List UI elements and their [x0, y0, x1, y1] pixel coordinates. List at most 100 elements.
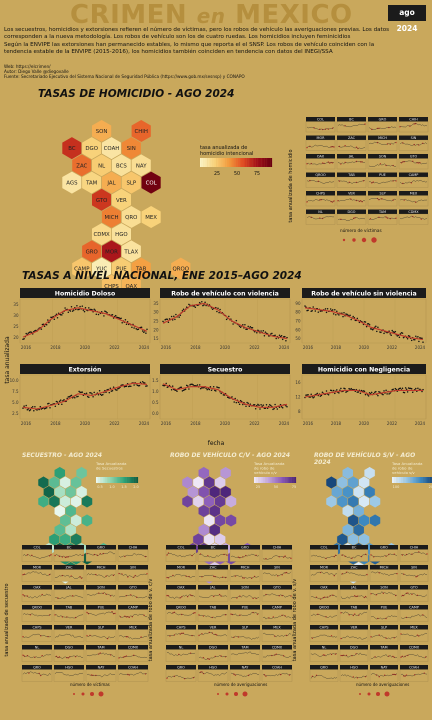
panel-label: CHPS — [32, 626, 41, 630]
panel-label: SLP — [98, 626, 104, 630]
panel-point — [335, 313, 337, 316]
panel-label: QRO — [177, 666, 185, 670]
panel-point — [120, 317, 122, 320]
intro-line-2: corresponden a la nueva metodología. Los… — [4, 34, 351, 41]
panel-point — [100, 394, 103, 396]
panel-point — [314, 310, 317, 312]
robo-sv-map-title: ROBO DE VEHÍCULO S/V - AGO 2024 — [314, 452, 416, 466]
panel-point — [79, 305, 81, 308]
panel-label: CHIH — [409, 118, 418, 122]
panel-point — [210, 389, 213, 391]
panel-label: GTO — [410, 155, 418, 159]
state-label-bcs: BCS — [116, 163, 127, 169]
panel-point — [212, 386, 215, 388]
state-label-gro: GRO — [86, 249, 98, 255]
panel-line — [198, 614, 228, 619]
panel-label: HGO — [65, 666, 73, 670]
legend-swatch — [284, 477, 287, 483]
panel-point — [417, 387, 419, 390]
panel-line — [198, 574, 228, 579]
panel-bg — [309, 629, 339, 642]
legend-title: Tasa Anualizada — [253, 461, 284, 466]
panel-line — [400, 633, 428, 637]
panel-strip — [166, 645, 196, 650]
panel-point — [67, 396, 70, 398]
panel-point — [261, 405, 263, 407]
legend-swatch — [257, 158, 260, 167]
panel-strip — [262, 545, 292, 550]
legend-swatch — [255, 477, 257, 483]
panel-xtick: 2020 — [80, 345, 91, 350]
panel-point — [286, 406, 288, 408]
panel-point — [175, 313, 177, 316]
legend-swatch — [425, 477, 428, 483]
panel-strip — [399, 209, 428, 214]
panel-strip — [262, 605, 292, 610]
panel-point — [91, 393, 93, 395]
panel-point — [329, 308, 332, 310]
panel-strip — [337, 117, 366, 122]
legend-swatch — [126, 477, 129, 483]
panel-bg — [369, 589, 399, 602]
panel-line — [198, 553, 228, 558]
legend-swatch — [417, 477, 419, 483]
panel-point — [312, 397, 314, 399]
panel-point — [339, 389, 341, 391]
panel-line — [341, 554, 368, 559]
panel-point — [25, 332, 27, 335]
panel-xtick: 2018 — [331, 345, 342, 350]
count-legend-dot — [367, 692, 371, 696]
panel-header-bg — [20, 288, 150, 298]
legend-swatch — [110, 477, 112, 483]
panel-point — [310, 393, 312, 395]
legend-swatch — [228, 158, 231, 167]
panel-label: BC — [349, 118, 354, 122]
panel-point — [56, 401, 59, 403]
panel-point — [391, 329, 393, 332]
panel-trend-line — [304, 389, 423, 398]
panel-bg — [369, 609, 399, 622]
panel-bg — [339, 549, 369, 562]
panel-point — [330, 389, 333, 392]
panel-line — [166, 552, 196, 558]
panel-line — [86, 611, 116, 616]
panel-ytick: 12 — [295, 395, 301, 400]
panel-label: CHIH — [129, 546, 138, 550]
panel-bg — [399, 629, 429, 642]
panel-strip — [310, 605, 338, 610]
intro-line-4: tendencia estable de la ENVIPE (2015-201… — [4, 48, 333, 55]
panel-point — [352, 315, 354, 318]
panel-label: BC — [352, 546, 357, 550]
legend-swatch — [429, 477, 432, 483]
legend-swatch — [275, 477, 277, 483]
legend-swatch — [101, 477, 104, 483]
panel-ytick: 1.5 — [152, 378, 159, 383]
panel-bg — [21, 549, 53, 562]
panel-point — [250, 326, 253, 329]
legend-swatch — [214, 158, 217, 167]
panel-point — [94, 309, 96, 311]
panel-point — [102, 393, 104, 396]
credits-fuente: Fuente: Secretariado Ejecutivo del Siste… — [4, 74, 245, 80]
panel-bg — [367, 158, 398, 170]
legend-swatch — [413, 477, 415, 483]
panel-line — [54, 655, 84, 660]
panel-bg — [53, 629, 85, 642]
panel-xtick: 2022 — [249, 421, 260, 426]
legend-swatch — [96, 477, 98, 483]
panel-strip — [198, 645, 228, 650]
panel-xtick: 2022 — [109, 345, 120, 350]
legend-swatch — [414, 477, 416, 483]
panel-strip — [86, 645, 116, 650]
legend-swatch — [133, 477, 136, 483]
panel-point — [247, 402, 249, 404]
panel-strip — [400, 645, 428, 650]
state-label-qro: QRO — [125, 215, 137, 221]
national-xlabel: fecha — [208, 440, 225, 447]
panel-xtick: 2024 — [139, 421, 150, 426]
panel-point — [215, 390, 217, 392]
legend-swatch — [276, 477, 278, 483]
legend-swatch — [273, 477, 276, 483]
secuestro-victims-legend: número de víctimas — [70, 682, 110, 697]
